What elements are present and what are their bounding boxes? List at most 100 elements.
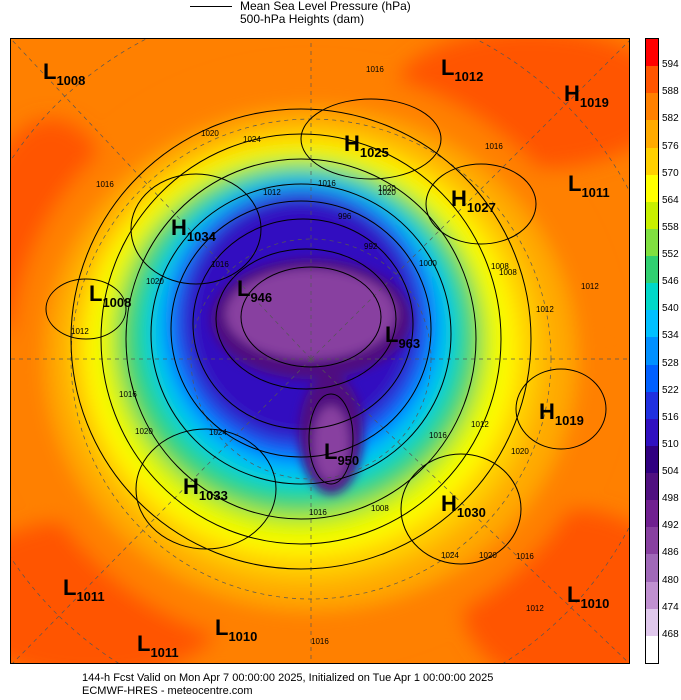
- low-pressure-center: L1011: [63, 575, 105, 604]
- isobar-value-label: 992: [364, 242, 378, 251]
- heights-fill-480: [313, 406, 349, 482]
- colorbar-segment: [646, 66, 658, 94]
- isobar-value-label: 1016: [485, 142, 503, 151]
- colorbar-segment: [646, 527, 658, 555]
- isobar-value-label: 1016: [516, 552, 534, 561]
- colorbar-segment: [646, 228, 658, 257]
- isobar-value-label: 1020: [378, 188, 396, 197]
- model-source: ECMWF-HRES - meteocentre.com: [82, 685, 253, 697]
- forecast-valid-time: 144-h Fcst Valid on Mon Apr 7 00:00:00 2…: [82, 672, 494, 684]
- colorbar-tick-label: 534: [662, 330, 679, 342]
- colorbar-segment: [646, 39, 658, 67]
- isobar-value-label: 1012: [526, 604, 544, 613]
- isobar-value-label: 1012: [536, 305, 554, 314]
- isobars: [45, 98, 607, 570]
- isobar-value-label: 1000: [419, 259, 437, 268]
- isobar-value-label: 1012: [71, 327, 89, 336]
- colorbar-tick-label: 504: [662, 466, 679, 478]
- isobar-value-label: 1008: [499, 268, 517, 277]
- colorbar-tick-label: 474: [662, 601, 679, 613]
- isobar-low-1008: [45, 278, 127, 340]
- isobar-ring-3: [125, 158, 477, 520]
- isobar-value-label: 1012: [581, 282, 599, 291]
- isobar-high-1033: [135, 428, 277, 550]
- high-pressure-center: H1027: [451, 186, 496, 215]
- colorbar-tick-label: 576: [662, 140, 679, 152]
- colorbar-segment: [646, 418, 658, 447]
- meridian-1: [11, 39, 312, 360]
- colorbar-tick-label: 516: [662, 411, 679, 423]
- colorbar-tick-label: 552: [662, 249, 679, 261]
- isobar-value-label: 1016: [311, 637, 329, 646]
- colorbar-segment: [646, 473, 658, 501]
- isobar-value-label: 1008: [491, 262, 509, 271]
- isobar-ring-5: [170, 200, 432, 458]
- isobar-ring-1: [70, 108, 532, 570]
- low-pressure-center: L1012: [441, 55, 483, 84]
- isobar-high-1025: [300, 98, 442, 180]
- colorbar-tick-label: 594: [662, 59, 679, 71]
- isobar-value-label: 1020: [146, 277, 164, 286]
- colorbar-segment: [646, 93, 658, 121]
- colorbar-segment: [646, 201, 658, 230]
- isobar-value-label: 1024: [441, 551, 459, 560]
- isobar-high-1034: [130, 173, 262, 285]
- colorbar-segment: [646, 337, 658, 366]
- isobar-value-label: 1020: [201, 129, 219, 138]
- map-footer: 144-h Fcst Valid on Mon Apr 7 00:00:00 2…: [82, 672, 642, 698]
- pressure-centers: L1008 L1012 H1019 H1025 L1011 H1027 H1034 L1008…: [43, 55, 610, 660]
- isobar-high-1019: [515, 368, 607, 450]
- mslp-line-sample: [190, 6, 232, 7]
- isobar-value-label: 1016: [96, 180, 114, 189]
- isobar-value-label: 1020: [378, 184, 396, 193]
- isobar-ring-8: [240, 266, 382, 368]
- isobar-value-label: 1016: [211, 260, 229, 269]
- low-pressure-center: L1010: [215, 615, 257, 644]
- high-pressure-center: H1019: [539, 399, 584, 428]
- low-pressure-center: L1011: [568, 171, 610, 200]
- isobar-value-label: 1024: [209, 428, 227, 437]
- forecast-map: L1008 L1012 H1019 H1025 L1011 H1027 H1034 L1008…: [10, 38, 630, 664]
- isobar-value-label: 1024: [243, 135, 261, 144]
- isobar-value-label: 1020: [479, 551, 497, 560]
- low-pressure-center: L1008: [43, 59, 85, 88]
- isobar-value-label: 1012: [263, 188, 281, 197]
- colorbar-tick-label: 480: [662, 574, 679, 586]
- colorbar-segment: [646, 581, 658, 610]
- high-pressure-center: H1033: [183, 474, 228, 503]
- low-pressure-center: L1011: [137, 631, 179, 660]
- graticule: [11, 39, 629, 663]
- colorbar-tick-label: 582: [662, 113, 679, 125]
- colorbar-tick-label: 510: [662, 438, 679, 450]
- high-pressure-center: H1025: [344, 131, 389, 160]
- heights-legend-label: 500-hPa Heights (dam): [240, 12, 365, 26]
- low-pressure-center: L1010: [567, 582, 609, 611]
- isobar-ring-9: [308, 393, 354, 485]
- colorbar-segment: [646, 283, 658, 311]
- map-legend: Mean Sea Level Pressure (hPa) 500-hPa He…: [190, 0, 510, 28]
- high-pressure-center: H1019: [564, 81, 609, 110]
- colorbar-tick-label: 468: [662, 628, 679, 640]
- colorbar-segment: [646, 364, 658, 393]
- heights-fill-486: [226, 269, 396, 359]
- colorbar-tick-label: 546: [662, 276, 679, 288]
- colorbar-segment: [646, 635, 658, 664]
- isobar-high-1027: [425, 163, 537, 245]
- colorbar-segment: [646, 256, 658, 284]
- low-pressure-center: L963: [385, 322, 420, 351]
- isobar-value-label: 1008: [371, 504, 389, 513]
- mslp-legend-label: Mean Sea Level Pressure (hPa): [240, 0, 411, 13]
- colorbar-segment: [646, 147, 658, 176]
- isobar-value-label: 1016: [366, 65, 384, 74]
- isobar-value-label: 1016: [318, 179, 336, 188]
- isobar-value-label: 1020: [135, 427, 153, 436]
- colorbar-tick-label: 588: [662, 86, 679, 98]
- isobar-ring-6: [192, 218, 414, 430]
- isobar-value-label: 1016: [119, 390, 137, 399]
- colorbar-tick-label: 540: [662, 303, 679, 315]
- colorbar-segment: [646, 608, 658, 637]
- isobar-value-label: 1016: [309, 508, 327, 517]
- isobar-value-label: 1012: [471, 420, 489, 429]
- colorbar-tick-label: 564: [662, 194, 679, 206]
- low-pressure-center: L950: [324, 439, 359, 468]
